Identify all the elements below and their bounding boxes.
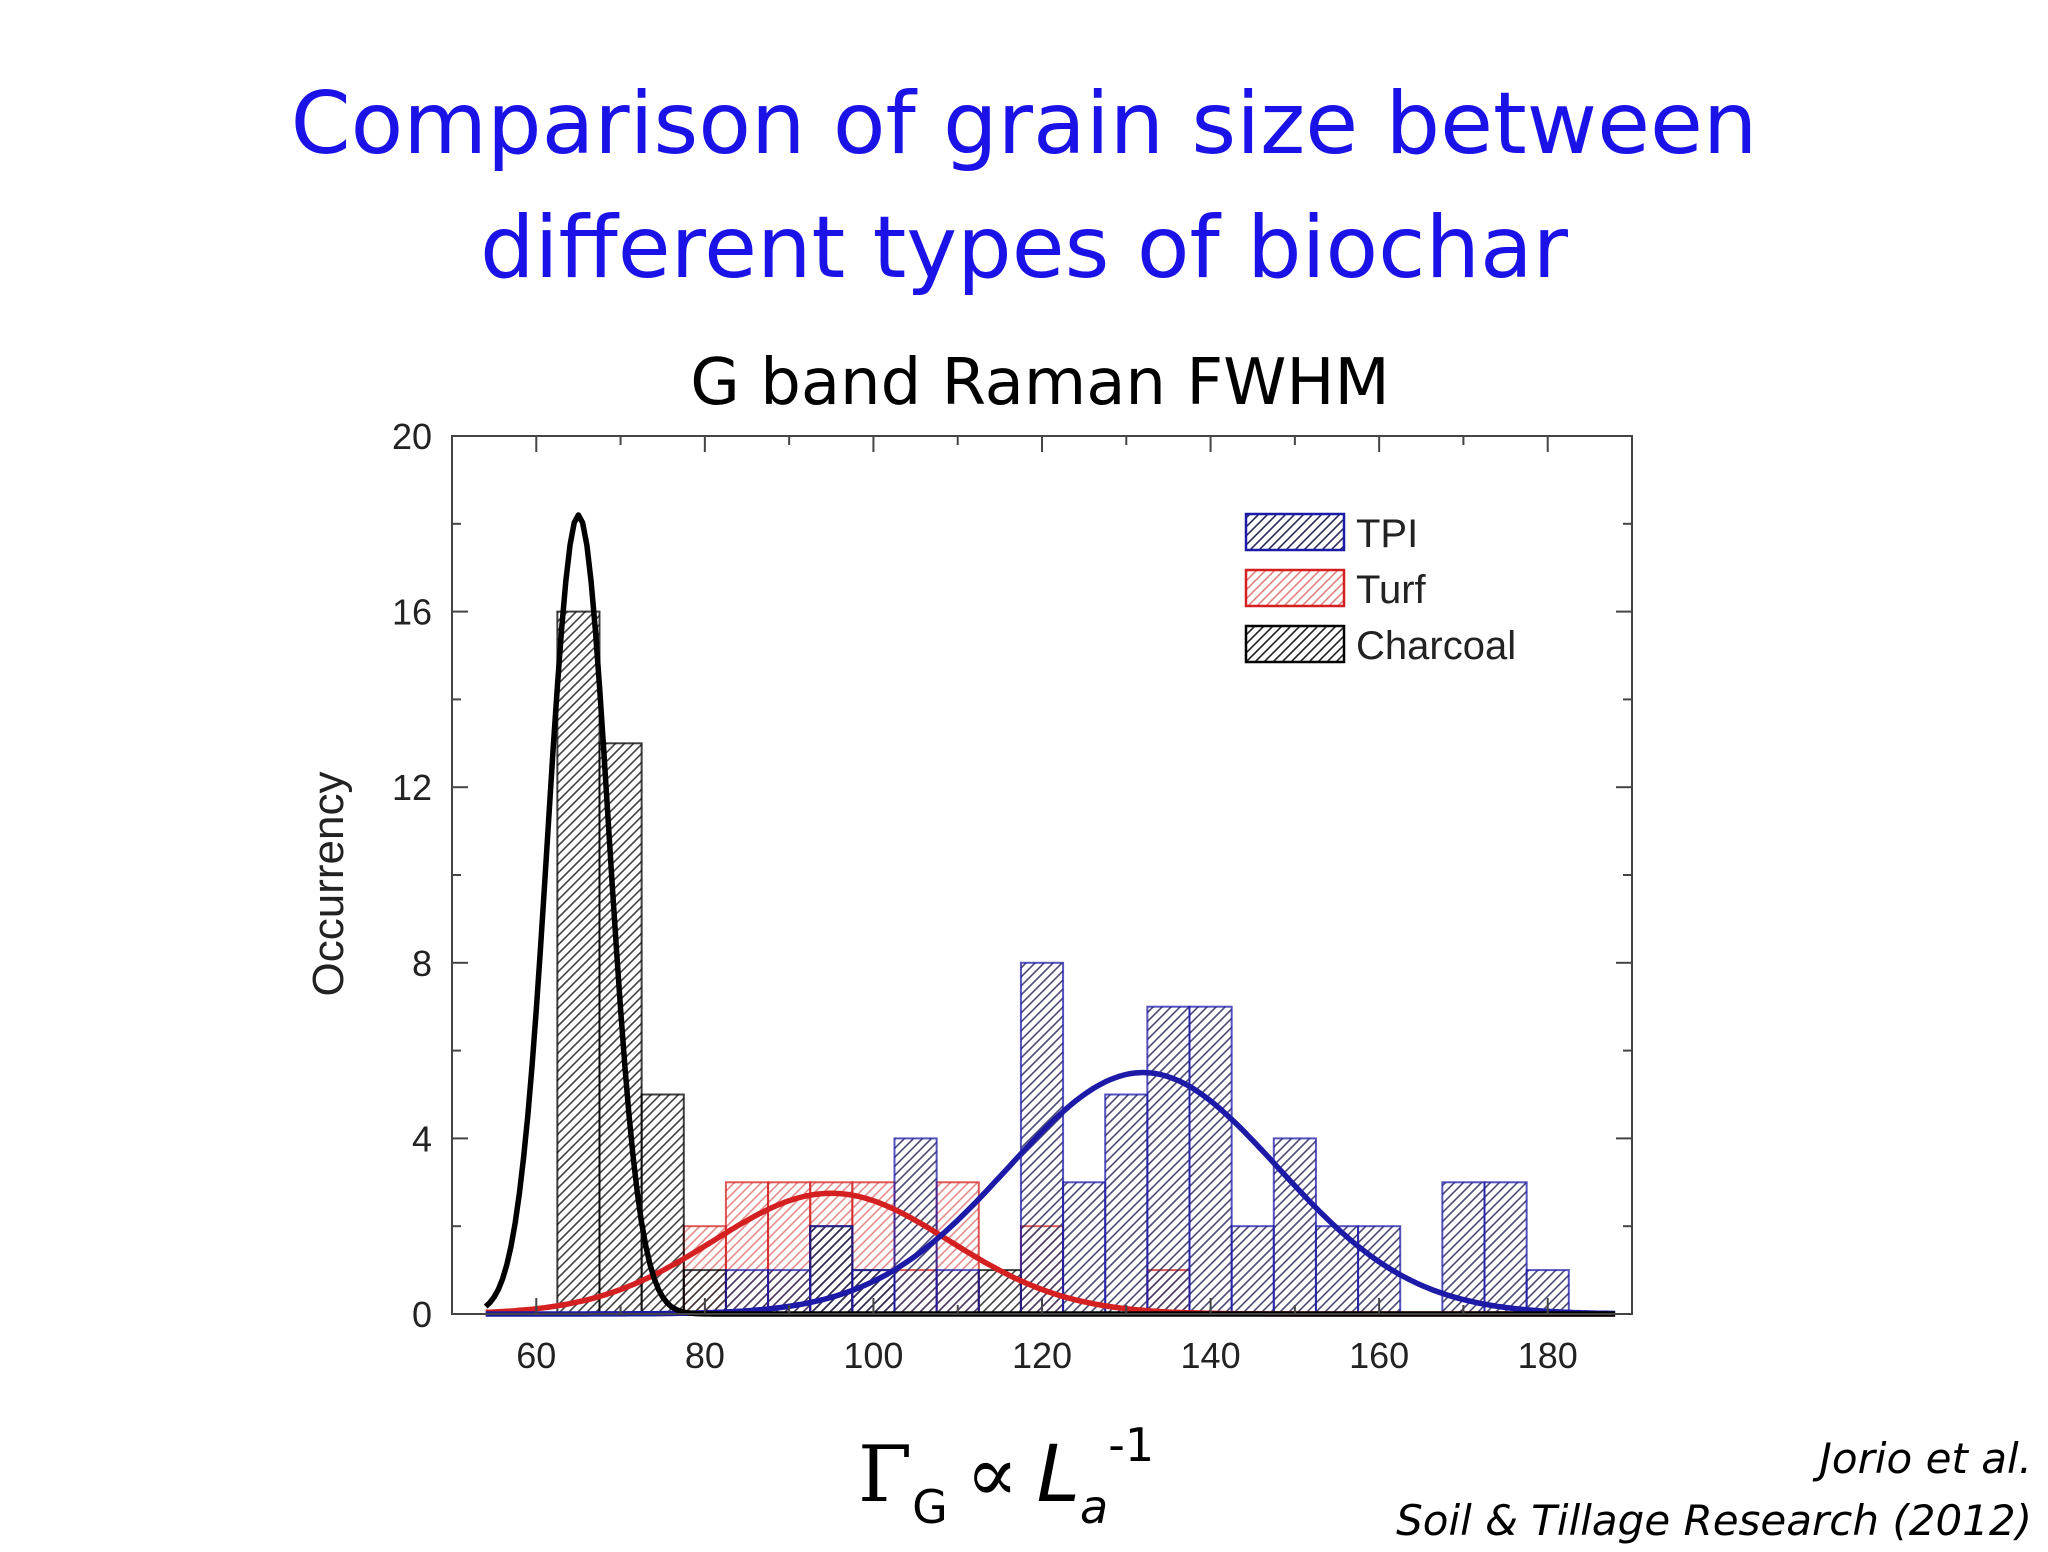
slide-title-line-1: Comparison of grain size between xyxy=(290,74,1758,174)
slide-title-line-2: different types of biochar xyxy=(479,198,1569,298)
bar-tpi-145 xyxy=(1230,1225,1275,1315)
citation: Jorio et al. Soil & Tillage Research (20… xyxy=(1396,1428,2032,1552)
x-tick-label-100: 100 xyxy=(843,1335,903,1376)
bar-tpi-175 xyxy=(1483,1181,1528,1316)
chart-title: G band Raman FWHM xyxy=(690,346,1390,420)
x-tick-label-140: 140 xyxy=(1181,1335,1241,1376)
citation-journal: Soil & Tillage Research (2012) xyxy=(1396,1496,2032,1545)
legend-label-turf: Turf xyxy=(1356,568,1427,612)
legend: TPI Turf Charcoal xyxy=(1244,512,1516,668)
x-tick-label-180: 180 xyxy=(1518,1335,1578,1376)
axes-layer: 0 4 8 12 16 20 60 80 100 120 140 160 180 xyxy=(392,416,1633,1376)
bar-tpi-120 xyxy=(1019,961,1065,1315)
bar-tpi-150 xyxy=(1272,1137,1317,1316)
legend-label-charcoal: Charcoal xyxy=(1356,624,1516,668)
proportional-symbol: ∝ xyxy=(965,1430,1019,1520)
grain-size-formula: ΓG ∝ La -1 xyxy=(858,1418,1154,1534)
la-subscript: a xyxy=(1080,1480,1109,1534)
bar-tpi-170 xyxy=(1441,1181,1486,1316)
bar-tpi-125 xyxy=(1062,1181,1107,1316)
gamma-subscript: G xyxy=(912,1480,948,1534)
bar-charcoal-75 xyxy=(640,1093,685,1315)
legend-swatch-charcoal xyxy=(1244,624,1346,664)
slide-title: Comparison of grain size between differe… xyxy=(0,62,2048,310)
x-tick-label-120: 120 xyxy=(1012,1335,1072,1376)
la-symbol: L xyxy=(1036,1430,1081,1520)
x-tick-label-160: 160 xyxy=(1349,1335,1409,1376)
legend-label-tpi: TPI xyxy=(1356,512,1418,556)
la-exponent: -1 xyxy=(1108,1418,1155,1472)
y-tick-label-20: 20 xyxy=(392,416,432,457)
bar-tpi-135 xyxy=(1146,1005,1191,1315)
y-tick-label-4: 4 xyxy=(412,1118,432,1159)
y-tick-label-12: 12 xyxy=(392,767,432,808)
legend-swatch-tpi xyxy=(1244,512,1346,552)
y-tick-label-0: 0 xyxy=(412,1294,432,1335)
bar-charcoal-65 xyxy=(556,610,601,1315)
gamma-symbol: Γ xyxy=(858,1430,913,1520)
y-tick-label-8: 8 xyxy=(412,943,432,984)
x-tick-label-60: 60 xyxy=(516,1335,556,1376)
histogram-chart: G band Raman FWHM Occurrency 0 4 8 12 16 20 60… xyxy=(304,346,1633,1376)
citation-authors: Jorio et al. xyxy=(1819,1434,2032,1483)
legend-swatch-turf xyxy=(1244,568,1346,608)
y-tick-label-16: 16 xyxy=(392,592,432,633)
x-tick-label-80: 80 xyxy=(685,1335,725,1376)
bars-layer xyxy=(556,610,1570,1316)
bar-tpi-130 xyxy=(1104,1093,1149,1315)
bar-tpi-140 xyxy=(1188,1005,1233,1315)
y-axis-label: Occurrency xyxy=(304,772,353,997)
